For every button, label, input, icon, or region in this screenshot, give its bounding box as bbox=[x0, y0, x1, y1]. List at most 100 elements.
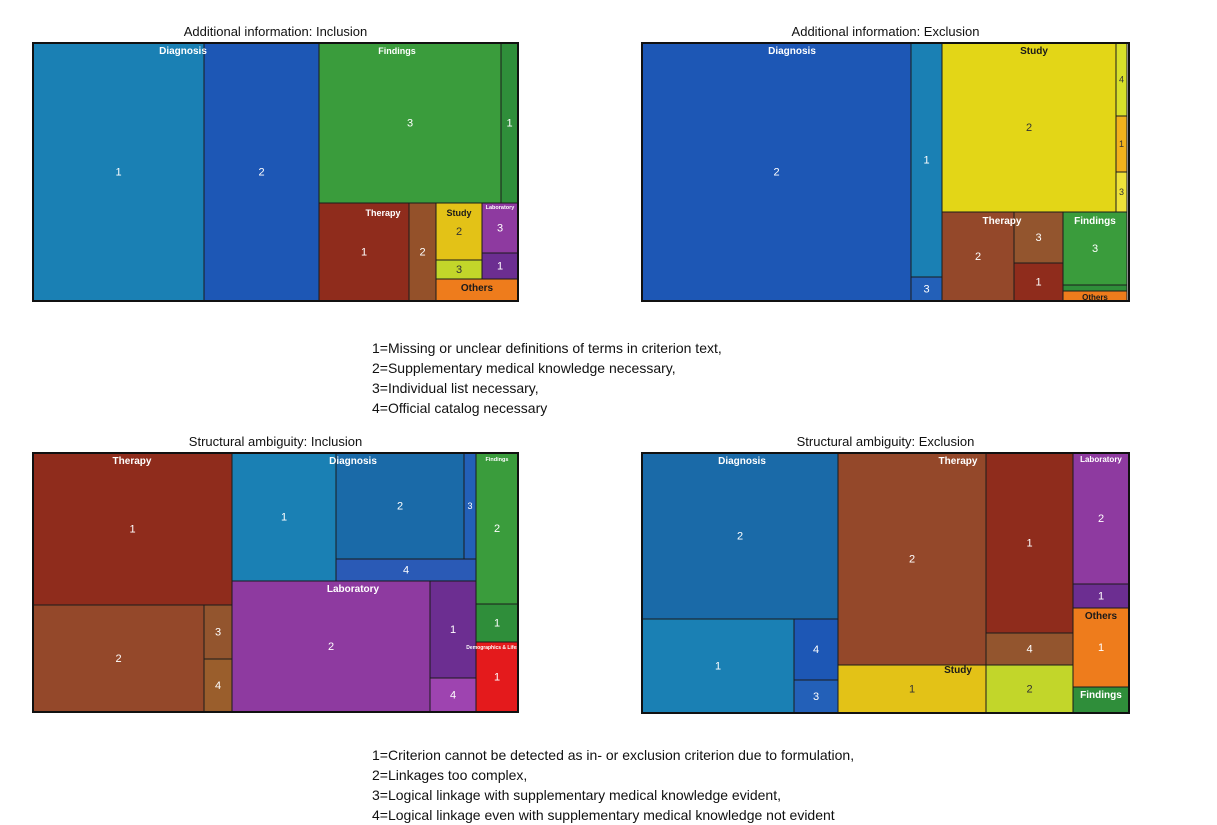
legend-line: 2=Linkages too complex, bbox=[372, 767, 528, 783]
treemap-structural-inclusion: Structural ambiguity: Inclusion 1 2 3 4 1 2 3 4… bbox=[32, 434, 519, 714]
treemap-group-label: Therapy bbox=[983, 216, 1022, 227]
treemap-structural-exclusion: Structural ambiguity: Exclusion 2 1 4 3 2 1 4 1… bbox=[641, 434, 1130, 714]
treemap-cell-label: 2 bbox=[1026, 684, 1032, 696]
legend-line: 1=Missing or unclear definitions of term… bbox=[372, 340, 722, 356]
treemap-plot: 2 1 4 3 2 1 4 1 2 2 1 1 Diagnosis Therapy Study Laborat… bbox=[641, 452, 1130, 714]
treemap-cell-therapy-3 bbox=[1013, 211, 1064, 264]
treemap-cell-label: 1 bbox=[494, 618, 500, 630]
treemap-cell-label: 3 bbox=[1092, 243, 1098, 255]
treemap-group-label: Diagnosis bbox=[718, 456, 766, 467]
treemap-group-label: Laboratory bbox=[1080, 455, 1122, 464]
treemap-group-label: Diagnosis bbox=[329, 456, 377, 467]
legend-line: 2=Supplementary medical knowledge necess… bbox=[372, 360, 676, 376]
treemap-group-label: Therapy bbox=[113, 456, 152, 467]
treemap-group-label: Findings bbox=[1080, 690, 1122, 701]
treemap-cell-label: 3 bbox=[215, 627, 221, 639]
treemap-cell-label: 1 bbox=[115, 167, 121, 179]
treemap-cell-label: 2 bbox=[456, 226, 462, 238]
treemap-cell-label: 2 bbox=[115, 653, 121, 665]
legend-line: 4=Logical linkage even with supplementar… bbox=[372, 807, 835, 823]
treemap-cell-diagnosis-2 bbox=[641, 42, 912, 302]
treemap-cell-label: 1 bbox=[494, 672, 500, 684]
treemap-additional-exclusion: Additional information: Exclusion 2 1 3 2 4 1… bbox=[641, 24, 1130, 304]
treemap-cell-label: 3 bbox=[497, 223, 503, 235]
treemap-group-label: Study bbox=[1020, 46, 1048, 57]
treemap-cell-label: 3 bbox=[1035, 232, 1041, 244]
treemap-cell-label: 3 bbox=[813, 691, 819, 703]
legend-line: 3=Logical linkage with supplementary med… bbox=[372, 787, 781, 803]
treemap-cell-label: 1 bbox=[1119, 139, 1124, 149]
treemap-group-label: Study bbox=[446, 208, 471, 218]
treemap-plot: 2 1 3 2 4 1 3 2 3 1 3 Diagnosis Study Therapy Findings… bbox=[641, 42, 1130, 302]
legend-line: 3=Individual list necessary, bbox=[372, 380, 539, 396]
treemap-cell-label: 4 bbox=[813, 644, 819, 656]
treemap-cell-label: 2 bbox=[1026, 122, 1032, 134]
treemap-cell-label: 3 bbox=[923, 284, 929, 296]
treemap-plot: 1 2 3 4 1 2 3 4 2 1 4 2 1 1 Therapy Diagnosis Laboratory… bbox=[32, 452, 519, 713]
treemap-cell-diagnosis-3 bbox=[910, 276, 943, 302]
treemap-cell-diagnosis-4 bbox=[793, 618, 839, 681]
treemap-group-label: Diagnosis bbox=[159, 46, 207, 57]
treemap-cell-label: 4 bbox=[1119, 75, 1124, 85]
treemap-cell-label: 2 bbox=[975, 251, 981, 263]
treemap-cell-label: 1 bbox=[1098, 591, 1104, 603]
treemap-cell-diagnosis-1 bbox=[910, 42, 943, 278]
treemap-cell-laboratory-1 bbox=[481, 252, 519, 280]
legend-line: 4=Official catalog necessary bbox=[372, 400, 548, 416]
treemap-cell-label: 2 bbox=[1098, 513, 1104, 525]
treemap-cell-label: 4 bbox=[450, 690, 456, 702]
chart-title: Additional information: Inclusion bbox=[183, 24, 368, 39]
treemap-cell-label: 2 bbox=[328, 641, 334, 653]
treemap-cell-label: 4 bbox=[403, 565, 409, 577]
treemap-group-label: Therapy bbox=[365, 208, 400, 218]
treemap-cell-label: 3 bbox=[1119, 187, 1124, 197]
treemap-group-label: Demographics & Lifestyle bbox=[466, 645, 519, 651]
treemap-cell-findings-3 bbox=[1062, 211, 1128, 286]
treemap-plot: 1 2 3 1 1 2 2 3 3 1 Diagnosis Findings Therapy Study L… bbox=[32, 42, 519, 302]
treemap-cell-diagnosis-2 bbox=[203, 42, 320, 302]
treemap-cell-study-2 bbox=[985, 664, 1074, 714]
treemap-group-label: Laboratory bbox=[327, 584, 380, 595]
treemap-cell-label: 2 bbox=[737, 531, 743, 543]
treemap-group-label: Others bbox=[1082, 293, 1108, 302]
treemap-cell-label: 4 bbox=[215, 680, 221, 692]
chart-title: Structural ambiguity: Inclusion bbox=[188, 434, 363, 449]
treemap-cell-label: 2 bbox=[494, 523, 500, 535]
treemap-additional-inclusion: Additional information: Inclusion 1 2 3 1 1 2… bbox=[32, 24, 519, 304]
treemap-cell-label: 1 bbox=[909, 684, 915, 696]
treemap-cell-label: 4 bbox=[1026, 644, 1032, 656]
treemap-cell-laboratory-3 bbox=[481, 202, 519, 254]
treemap-cell-label: 2 bbox=[397, 501, 403, 513]
treemap-cell-therapy-1 bbox=[985, 452, 1074, 634]
treemap-cell-label: 1 bbox=[129, 524, 135, 536]
treemap-cell-label: 1 bbox=[497, 261, 503, 273]
treemap-group-label: Findings bbox=[378, 46, 416, 56]
treemap-cell-findings-2 bbox=[475, 452, 519, 605]
treemap-cell-label: 2 bbox=[258, 167, 264, 179]
chart-title: Additional information: Exclusion bbox=[791, 24, 980, 39]
treemap-cell-findings-x bbox=[1062, 284, 1128, 292]
treemap-cell-therapy-2 bbox=[837, 452, 987, 666]
treemap-cell-label: 2 bbox=[419, 247, 425, 259]
treemap-group-label: Therapy bbox=[939, 456, 978, 467]
treemap-cell-laboratory-1 bbox=[1072, 583, 1130, 609]
treemap-cell-others-1 bbox=[1072, 607, 1130, 688]
treemap-cell-label: 2 bbox=[773, 167, 779, 179]
treemap-cell-laboratory-1 bbox=[429, 580, 477, 679]
treemap-cell-findings-x bbox=[1072, 686, 1130, 714]
treemap-group-label: Findings bbox=[1074, 216, 1116, 227]
treemap-cell-diagnosis-2 bbox=[335, 452, 465, 560]
treemap-cell-label: 1 bbox=[715, 661, 721, 673]
treemap-cell-label: 1 bbox=[506, 118, 512, 130]
treemap-cell-label: 1 bbox=[450, 624, 456, 636]
treemap-cell-label: 1 bbox=[923, 155, 929, 167]
treemap-cell-label: 1 bbox=[281, 512, 287, 524]
treemap-cell-therapy-3 bbox=[203, 604, 233, 660]
treemap-cell-therapy-1 bbox=[1013, 262, 1064, 302]
treemap-cell-therapy-1 bbox=[32, 452, 233, 606]
treemap-cell-label: 1 bbox=[361, 247, 367, 259]
treemap-cell-label: 3 bbox=[407, 118, 413, 130]
treemap-group-label: Others bbox=[1085, 611, 1118, 622]
treemap-cell-label: 1 bbox=[1098, 642, 1104, 654]
treemap-cell-study-1 bbox=[837, 664, 987, 714]
